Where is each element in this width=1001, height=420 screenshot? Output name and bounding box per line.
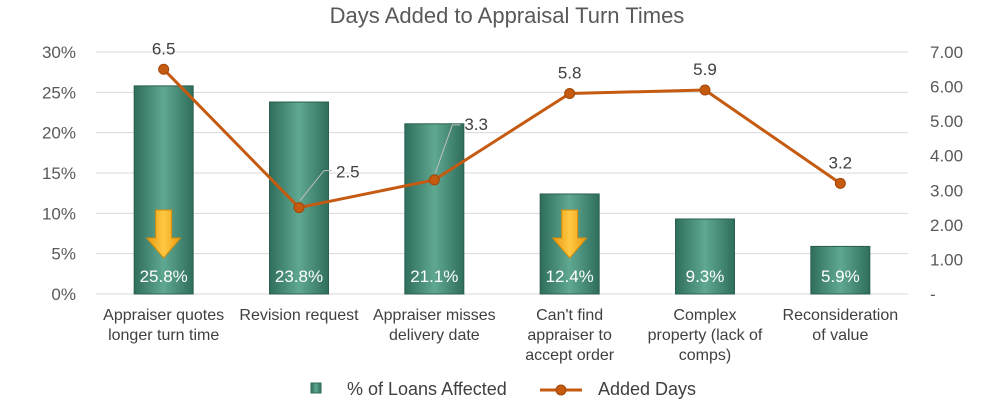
- x-axis: Appraiser quotes longer turn time Revision…: [103, 307, 898, 364]
- category-label: Appraiser quotes longer turn time: [103, 307, 224, 344]
- category-label-line: property (lack of: [648, 327, 763, 344]
- down-arrow-icon: [551, 209, 588, 259]
- bar: [269, 101, 329, 295]
- right-tick-label: 4.00: [930, 147, 963, 166]
- line-point: [428, 174, 440, 186]
- left-axis: 0% 5% 10% 15% 20% 25% 30%: [42, 43, 76, 304]
- category-label: Reconsideration of value: [783, 307, 899, 344]
- legend: % of Loans Affected Added Days: [310, 379, 696, 399]
- left-tick-label: 10%: [42, 204, 76, 223]
- bar-value-label: 23.8%: [275, 267, 323, 286]
- category-label-line: Appraiser misses: [373, 307, 496, 324]
- category-label-line: accept order: [525, 347, 615, 364]
- category-label: Complex property (lack of comps): [648, 307, 763, 364]
- gridlines: [96, 51, 908, 295]
- category-label: Revision request: [239, 307, 359, 324]
- label-leader-line: [299, 170, 332, 201]
- point-value-label: 3.3: [464, 115, 488, 134]
- line-series: [158, 63, 846, 214]
- line-point: [293, 202, 305, 214]
- legend-bar-swatch: [310, 382, 322, 394]
- bar-value-label: 5.9%: [821, 267, 860, 286]
- bar-value-label: 9.3%: [686, 267, 725, 286]
- legend-bar-label: % of Loans Affected: [347, 379, 507, 399]
- right-tick-label: 6.00: [930, 78, 963, 97]
- category-label-line: Complex: [673, 307, 736, 324]
- left-tick-label: 15%: [42, 164, 76, 183]
- right-tick-label: -: [930, 285, 936, 304]
- category-label-line: appraiser to: [527, 327, 612, 344]
- right-tick-label: 1.00: [930, 250, 963, 269]
- point-value-label: 5.8: [558, 63, 582, 82]
- right-tick-label: 3.00: [930, 181, 963, 200]
- legend-line-marker: [555, 384, 567, 396]
- category-label-line: of value: [812, 327, 868, 344]
- label-leader-line: [434, 124, 461, 174]
- left-tick-label: 0%: [51, 285, 76, 304]
- legend-line-label: Added Days: [598, 379, 696, 399]
- category-label-line: delivery date: [389, 327, 480, 344]
- category-label: Can't find appraiser to accept order: [525, 307, 615, 364]
- bar: [404, 123, 465, 295]
- category-label-line: Appraiser quotes: [103, 307, 224, 324]
- down-arrow-icon: [145, 209, 182, 259]
- right-axis: - 1.00 2.00 3.00 4.00 5.00 6.00 7.00: [930, 43, 963, 304]
- category-label-line: longer turn time: [108, 327, 219, 344]
- bar-series: [133, 85, 871, 295]
- line-point: [564, 87, 576, 99]
- right-tick-label: 7.00: [930, 43, 963, 62]
- bar-labels: 25.8% 23.8% 21.1% 12.4% 9.3% 5.9%: [140, 267, 860, 286]
- bar-value-label: 25.8%: [140, 267, 188, 286]
- point-value-label: 5.9: [693, 60, 717, 79]
- point-value-label: 6.5: [152, 39, 176, 58]
- line-path: [162, 68, 842, 210]
- bar: [133, 85, 194, 295]
- left-tick-label: 20%: [42, 124, 76, 143]
- chart-title: Days Added to Appraisal Turn Times: [330, 3, 685, 28]
- line-point: [699, 84, 711, 96]
- point-value-label: 2.5: [336, 163, 360, 182]
- category-label-line: Can't find: [536, 307, 603, 324]
- bar: [810, 245, 871, 295]
- bar-value-label: 12.4%: [546, 267, 594, 286]
- bar: [675, 218, 735, 295]
- arrow-markers: [145, 209, 588, 259]
- category-label-line: Revision request: [239, 307, 359, 324]
- right-tick-label: 2.00: [930, 216, 963, 235]
- line-point: [834, 177, 846, 189]
- right-tick-label: 5.00: [930, 112, 963, 131]
- category-label-line: comps): [679, 347, 731, 364]
- left-tick-label: 5%: [51, 245, 76, 264]
- category-label-line: Reconsideration: [783, 307, 899, 324]
- point-value-label: 3.2: [829, 153, 853, 172]
- bar-value-label: 21.1%: [410, 267, 458, 286]
- left-tick-label: 25%: [42, 83, 76, 102]
- category-label: Appraiser misses delivery date: [373, 307, 496, 344]
- point-labels: 6.5 2.5 3.3 5.8 5.9 3.2: [152, 39, 853, 201]
- left-tick-label: 30%: [42, 43, 76, 62]
- line-point: [158, 63, 170, 75]
